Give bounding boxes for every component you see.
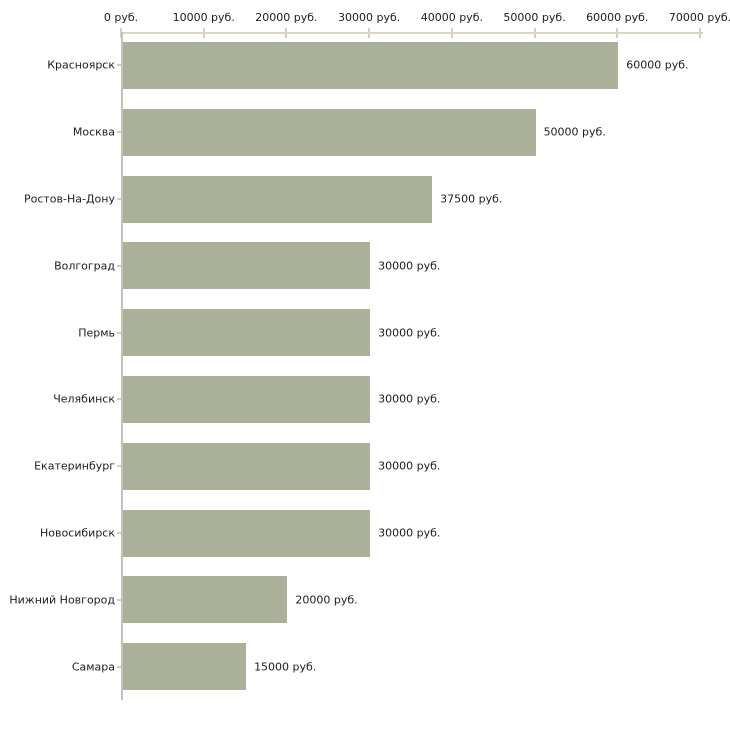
x-axis-tick-label: 20000 руб. <box>255 11 318 24</box>
category-tick-mark <box>117 465 121 468</box>
category-tick-mark <box>117 131 121 134</box>
value-label: 30000 руб. <box>378 259 441 273</box>
category-tick-mark <box>117 532 121 534</box>
category-tick-mark <box>117 198 121 200</box>
y-axis-line <box>121 32 123 700</box>
x-axis-tick-label: 50000 руб. <box>503 11 566 24</box>
category-label: Пермь <box>78 326 115 340</box>
category-label: Москва <box>72 125 115 139</box>
category-label: Нижний Новгород <box>9 593 115 607</box>
bar <box>122 442 371 490</box>
bar <box>122 643 247 691</box>
bar <box>122 41 619 89</box>
category-label: Красноярск <box>47 58 115 72</box>
value-label: 50000 руб. <box>543 125 606 139</box>
category-tick-mark <box>117 598 121 601</box>
value-label: 30000 руб. <box>378 526 441 540</box>
x-axis-tick-label: 70000 руб. <box>668 11 730 24</box>
category-label: Волгоград <box>54 259 115 273</box>
bar <box>122 576 288 624</box>
value-label: 30000 руб. <box>378 392 441 406</box>
value-label: 37500 руб. <box>440 192 503 206</box>
value-label: 15000 руб. <box>254 660 317 674</box>
category-tick-mark <box>117 331 121 334</box>
category-label: Екатеринбург <box>34 459 115 473</box>
x-axis-tick-label: 10000 руб. <box>172 11 235 24</box>
bar <box>122 309 371 357</box>
x-axis-tick-label: 60000 руб. <box>586 11 649 24</box>
x-axis-line <box>121 32 703 34</box>
value-label: 20000 руб. <box>295 593 358 607</box>
x-axis-tick-label: 0 руб. <box>103 11 139 24</box>
bar <box>122 175 433 223</box>
bar <box>122 375 371 423</box>
category-label: Ростов-На-Дону <box>23 192 115 206</box>
category-tick-mark <box>117 665 121 668</box>
category-tick-mark <box>117 264 121 267</box>
value-label: 60000 руб. <box>626 58 689 72</box>
bar <box>122 108 536 156</box>
x-axis-tick-label: 30000 руб. <box>338 11 401 24</box>
x-axis-tick-label: 40000 руб. <box>420 11 483 24</box>
category-tick-mark <box>117 64 121 67</box>
value-label: 30000 руб. <box>378 326 441 340</box>
category-label: Челябинск <box>53 392 115 406</box>
category-tick-mark <box>117 398 121 401</box>
category-label: Новосибирск <box>39 526 115 540</box>
bar <box>122 242 371 290</box>
bar <box>122 509 371 557</box>
value-label: 30000 руб. <box>378 459 441 473</box>
category-label: Самара <box>71 660 115 674</box>
